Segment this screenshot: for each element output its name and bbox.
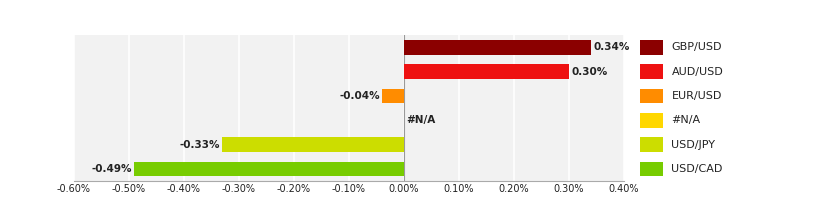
Text: EUR/USD: EUR/USD — [672, 91, 722, 101]
Bar — [404, 40, 591, 55]
Bar — [222, 137, 404, 152]
FancyBboxPatch shape — [640, 162, 663, 176]
FancyBboxPatch shape — [640, 64, 663, 79]
FancyBboxPatch shape — [640, 89, 663, 103]
Text: USD/JPY: USD/JPY — [672, 140, 715, 150]
FancyBboxPatch shape — [640, 113, 663, 128]
Text: #N/A: #N/A — [672, 115, 700, 125]
Text: #N/A: #N/A — [406, 115, 436, 125]
Text: -0.04%: -0.04% — [339, 91, 380, 101]
Text: USD/CAD: USD/CAD — [672, 164, 722, 174]
Bar — [135, 162, 404, 176]
FancyBboxPatch shape — [640, 40, 663, 55]
Text: -0.33%: -0.33% — [180, 140, 220, 150]
Bar — [404, 64, 569, 79]
FancyBboxPatch shape — [640, 137, 663, 152]
Bar — [382, 89, 404, 103]
Text: Benchmark Currency Rates - Daily Gainers & Losers: Benchmark Currency Rates - Daily Gainers… — [217, 9, 604, 22]
Text: 0.30%: 0.30% — [571, 67, 608, 77]
Text: AUD/USD: AUD/USD — [672, 67, 723, 77]
Text: -0.49%: -0.49% — [92, 164, 132, 174]
Text: 0.34%: 0.34% — [593, 42, 630, 52]
Text: GBP/USD: GBP/USD — [672, 42, 722, 52]
